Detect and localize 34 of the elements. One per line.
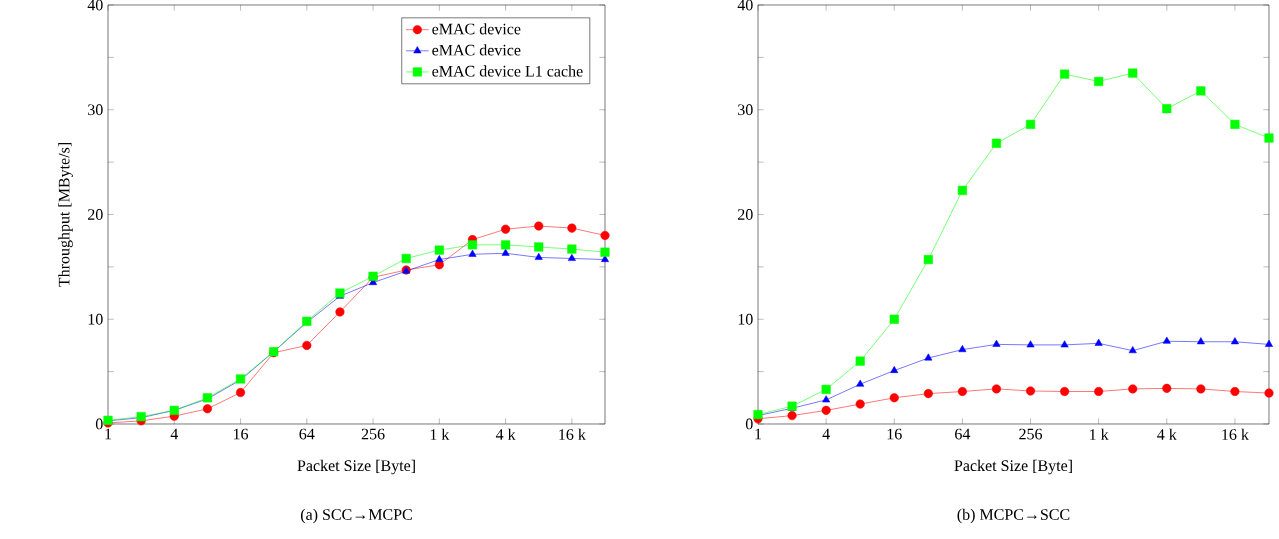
y-tick-label: 10 — [738, 313, 753, 325]
text: (a) SCC→MCPC — [300, 508, 412, 524]
x-axis-title: Packet Size [Byte] — [954, 459, 1072, 475]
legend-label: eMAC device L1 cache — [432, 65, 583, 77]
y-tick-label: 40 — [737, 0, 753, 11]
x-tick-label: 1 k — [430, 428, 450, 440]
legend-label: eMAC device — [432, 44, 521, 56]
x-tick-label: 64 — [299, 428, 315, 440]
legend-label: eMAC device — [432, 23, 521, 35]
x-tick-label: 4 k — [1157, 428, 1177, 440]
x-tick-label: 1 — [755, 428, 762, 440]
x-tick-label: 1 k — [1090, 428, 1109, 440]
x-tick-label: 4 — [170, 428, 179, 440]
y-tick-label: 0 — [95, 418, 103, 430]
x-tick-label: 4 — [822, 428, 830, 440]
x-axis-title: Packet Size [Byte] — [297, 459, 415, 475]
x-tick-label: 16 k — [559, 428, 586, 440]
x-tick-label: 16 — [233, 428, 249, 440]
y-tick-label: 30 — [738, 104, 753, 116]
text: (b) MCPC→SCC — [957, 508, 1070, 524]
x-tick-label: 256 — [1019, 428, 1043, 440]
x-tick-label: 64 — [955, 428, 971, 440]
x-tick-label: 16 — [887, 428, 902, 440]
y-tick-label: 10 — [88, 313, 103, 325]
y-tick-label: 30 — [88, 104, 103, 116]
x-tick-label: 1 — [105, 428, 112, 440]
x-tick-label: 16 k — [1222, 428, 1249, 440]
y-axis-title: Throughput [MByte/s] — [58, 143, 73, 287]
y-tick-label: 20 — [88, 209, 103, 220]
y-tick-label: 0 — [745, 418, 753, 430]
y-tick-label: 40 — [87, 0, 103, 11]
x-tick-label: 4 k — [495, 428, 516, 440]
y-tick-label: 20 — [738, 209, 753, 220]
x-tick-label: 256 — [361, 428, 385, 440]
